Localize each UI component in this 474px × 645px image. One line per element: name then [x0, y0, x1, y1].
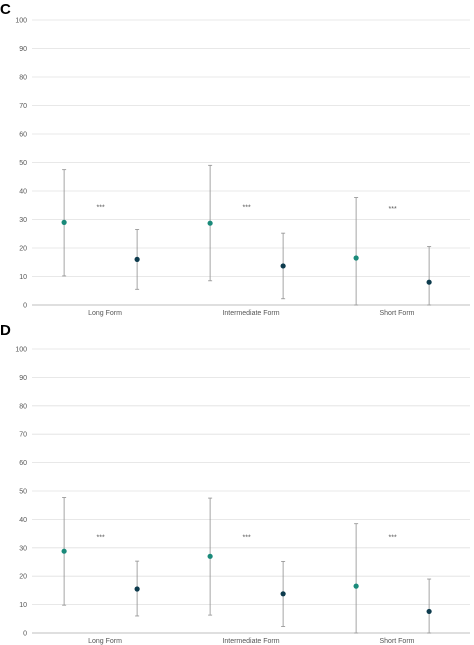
data-point	[134, 256, 140, 262]
category-label: Short Form	[379, 310, 414, 317]
category-label: Intermediate Form	[222, 638, 279, 645]
y-tick-label: 90	[19, 46, 27, 53]
y-tick-label: 40	[19, 517, 27, 524]
category-label: Long Form	[88, 638, 122, 645]
y-tick-label: 70	[19, 103, 27, 110]
y-tick-label: 80	[19, 403, 27, 410]
y-tick-label: 100	[15, 18, 27, 25]
category-label: Short Form	[379, 638, 414, 645]
y-tick-label: 30	[19, 545, 27, 552]
y-tick-label: 100	[15, 347, 27, 354]
category-label: Intermediate Form	[222, 310, 279, 317]
y-tick-label: 60	[19, 460, 27, 467]
panel-letter-d: D	[0, 322, 11, 339]
y-tick-label: 10	[19, 274, 27, 281]
y-tick-label: 20	[19, 574, 27, 581]
data-point	[353, 583, 359, 589]
y-tick-label: 20	[19, 246, 27, 253]
significance-annotation: ***	[243, 534, 251, 541]
significance-annotation: ***	[243, 205, 251, 212]
y-tick-label: 10	[19, 602, 27, 609]
y-tick-label: 30	[19, 217, 27, 224]
significance-annotation: ***	[97, 205, 105, 212]
significance-annotation: ***	[389, 206, 397, 213]
category-label: Long Form	[88, 310, 122, 317]
y-tick-label: 50	[19, 489, 27, 496]
panel-letter-c: C	[0, 1, 11, 18]
y-tick-label: 90	[19, 375, 27, 382]
data-point	[207, 220, 213, 226]
data-point	[426, 279, 432, 285]
y-tick-label: 0	[23, 303, 27, 310]
chart-panel-c: 0 10 20 30 40 50 60 70 80 90 100 Long Form Intermedi…	[15, 18, 470, 317]
y-tick-label: 60	[19, 132, 27, 139]
significance-annotation: ***	[97, 534, 105, 541]
chart-panel-d: 0 10 20 30 40 50 60 70 80 90 100 Long Form Intermedi…	[15, 347, 470, 645]
data-point	[353, 255, 359, 261]
data-point	[280, 591, 286, 597]
y-tick-label: 50	[19, 160, 27, 167]
y-tick-label: 80	[19, 75, 27, 82]
data-point	[134, 586, 140, 592]
data-point	[280, 263, 286, 269]
data-point	[207, 553, 213, 559]
data-point	[426, 608, 432, 615]
y-tick-label: 0	[23, 631, 27, 638]
significance-annotation: ***	[389, 534, 397, 541]
y-tick-label: 70	[19, 432, 27, 439]
data-point	[61, 548, 67, 554]
data-point	[61, 219, 67, 225]
y-tick-label: 40	[19, 189, 27, 196]
